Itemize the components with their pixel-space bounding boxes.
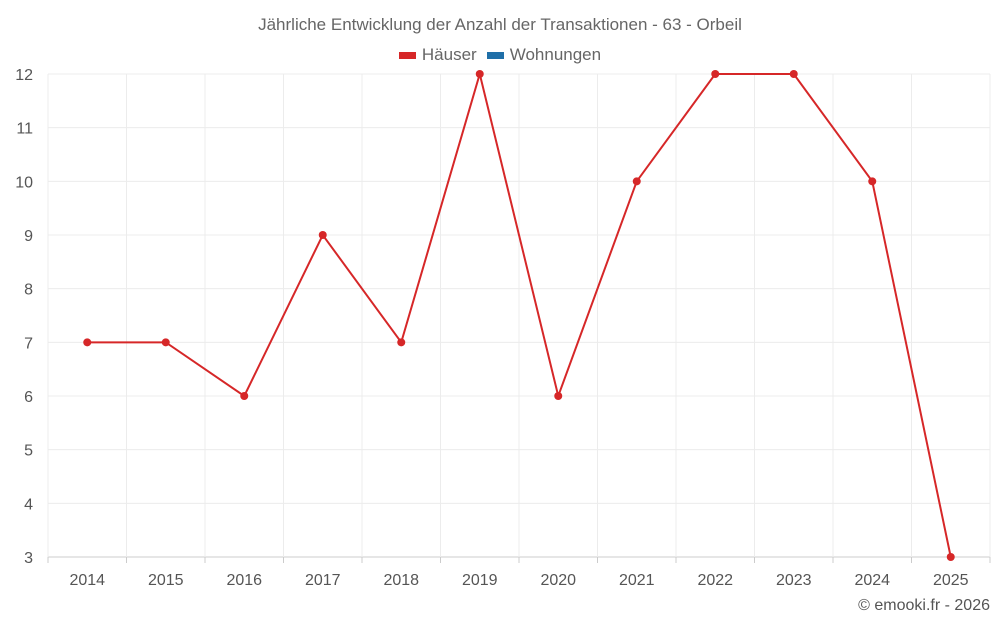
data-point (868, 177, 877, 186)
x-tick-label: 2021 (619, 572, 655, 589)
x-tick-label: 2020 (540, 572, 576, 589)
x-tick-label: 2022 (697, 572, 733, 589)
x-tick-label: 2015 (148, 572, 184, 589)
data-point (397, 338, 406, 347)
data-point (240, 392, 249, 400)
y-tick-label: 11 (16, 121, 33, 138)
x-tick-label: 2019 (462, 572, 498, 589)
x-tick-label: 2014 (69, 572, 105, 589)
legend: Häuser Wohnungen (0, 45, 1000, 65)
legend-swatch (486, 52, 504, 60)
legend-swatch (398, 52, 416, 60)
y-tick-label: 12 (15, 67, 33, 84)
y-tick-label: 9 (24, 228, 33, 245)
legend-label: Wohnungen (509, 45, 602, 64)
data-point (318, 231, 327, 239)
data-point (946, 553, 955, 561)
y-tick-label: 3 (24, 550, 33, 567)
x-tick-label: 2024 (854, 572, 890, 589)
legend-item-haeuser[interactable]: Häuser (398, 45, 477, 65)
x-tick-label: 2023 (776, 572, 812, 589)
chart-title: Jährliche Entwicklung der Anzahl der Tra… (258, 15, 742, 34)
data-point (475, 70, 484, 78)
y-tick-label: 5 (24, 443, 33, 460)
y-tick-label: 7 (24, 335, 33, 352)
y-tick-label: 4 (24, 496, 33, 513)
credit: © emooki.fr - 2026 (858, 597, 990, 614)
series-line (87, 70, 952, 558)
x-tick-label: 2016 (226, 572, 262, 589)
data-point (711, 70, 720, 78)
y-tick-label: 10 (15, 174, 33, 191)
x-tick-label: 2017 (305, 572, 341, 589)
y-tick-label: 8 (24, 282, 33, 299)
y-tick-label: 6 (24, 389, 33, 406)
data-point (789, 70, 798, 78)
x-tick-label: 2025 (933, 572, 969, 589)
legend-label: Häuser (421, 45, 477, 64)
data-point (554, 392, 563, 400)
data-point (632, 177, 641, 186)
data-point (83, 338, 92, 347)
legend-item-wohnungen[interactable]: Wohnungen (486, 45, 602, 65)
x-tick-label: 2018 (383, 572, 419, 589)
data-point (161, 338, 170, 347)
